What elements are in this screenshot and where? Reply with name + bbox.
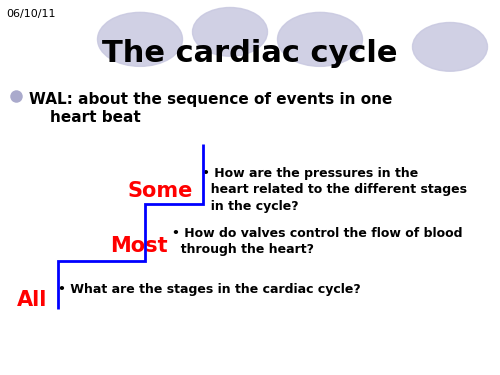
Text: • How do valves control the flow of blood
  through the heart?: • How do valves control the flow of bloo… (172, 227, 463, 256)
Ellipse shape (278, 12, 362, 66)
Text: Some: Some (127, 181, 192, 201)
Text: • How are the pressures in the
  heart related to the different stages
  in the : • How are the pressures in the heart rel… (202, 167, 468, 213)
Text: • What are the stages in the cardiac cycle?: • What are the stages in the cardiac cyc… (58, 283, 360, 296)
Ellipse shape (412, 22, 488, 71)
Text: 06/10/11: 06/10/11 (6, 9, 56, 20)
Text: WAL: about the sequence of events in one
    heart beat: WAL: about the sequence of events in one… (29, 92, 392, 126)
Ellipse shape (98, 12, 182, 66)
Text: The cardiac cycle: The cardiac cycle (102, 39, 398, 68)
Text: All: All (17, 290, 48, 310)
Text: Most: Most (110, 236, 168, 256)
Ellipse shape (192, 8, 268, 56)
